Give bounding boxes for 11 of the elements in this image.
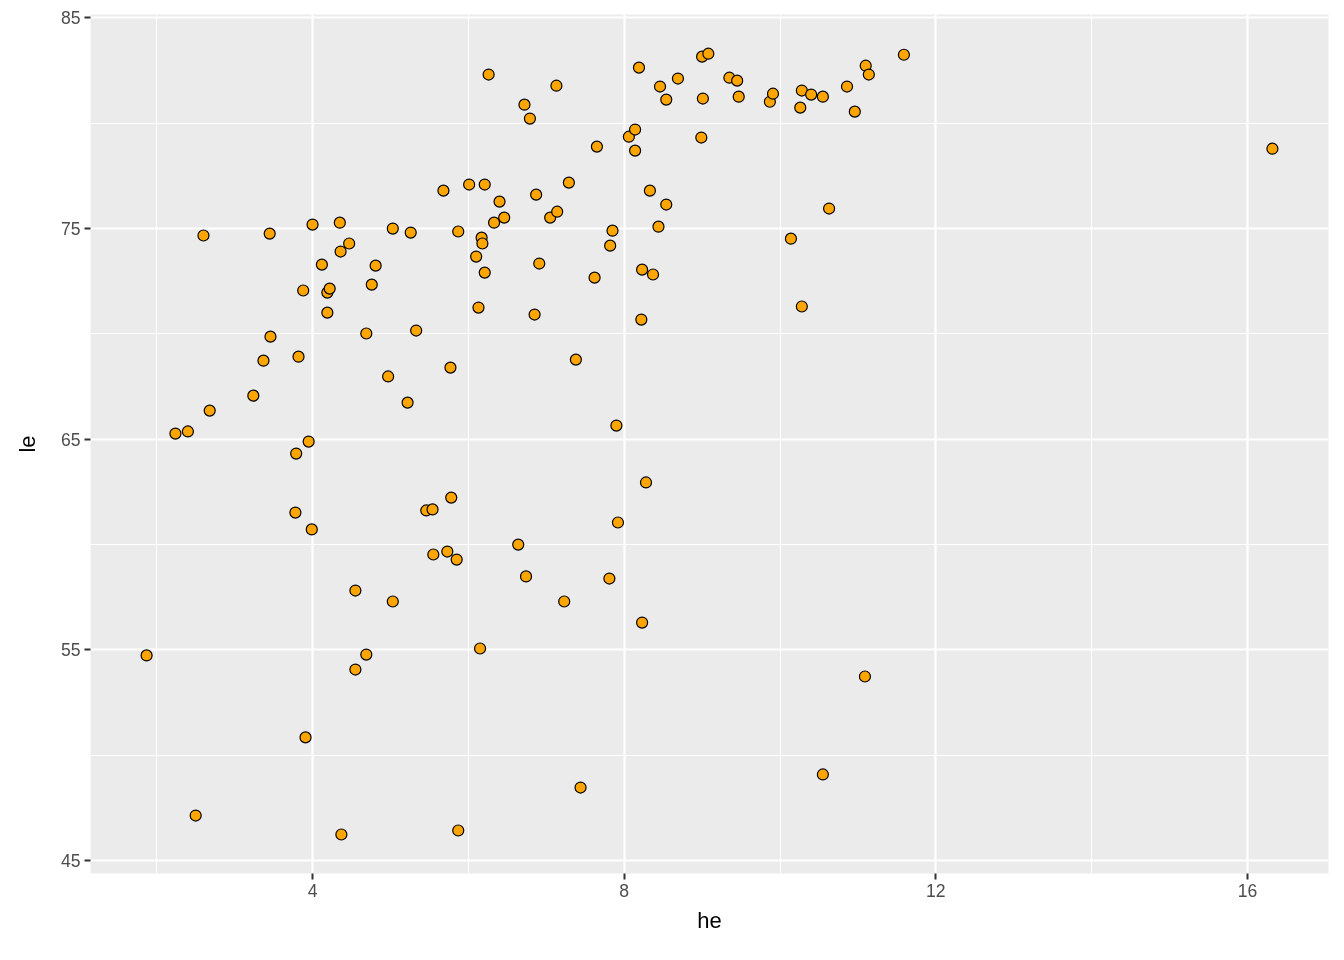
x-tick-label: 12 <box>926 880 946 901</box>
x-tick-label: 4 <box>307 880 318 901</box>
y-tick-label: 75 <box>60 218 81 239</box>
y-tick-label: 85 <box>60 8 81 29</box>
y-tick-label: 55 <box>60 640 81 661</box>
y-tick-label: 45 <box>60 850 81 871</box>
x-tick-label: 16 <box>1237 880 1258 901</box>
x-tick-label: 8 <box>619 880 630 901</box>
x-axis-title: he <box>697 907 722 933</box>
y-tick-label: 65 <box>60 429 81 450</box>
y-axis-title: le <box>14 435 40 453</box>
